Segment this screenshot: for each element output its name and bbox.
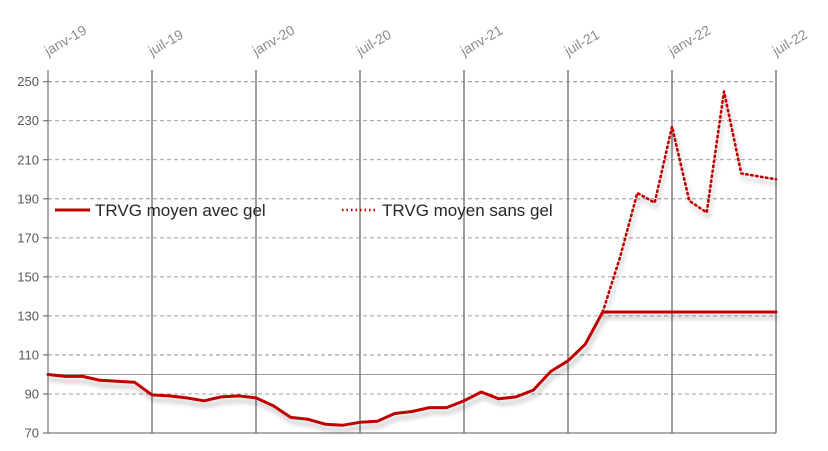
y-tick-label: 210 bbox=[17, 152, 39, 167]
x-tick-label: janv-19 bbox=[41, 22, 90, 59]
x-tick-label: juil-21 bbox=[561, 26, 602, 59]
series-line bbox=[601, 90, 778, 314]
y-tick-label: 70 bbox=[25, 426, 39, 441]
x-tick-label: janv-22 bbox=[665, 22, 714, 59]
y-tick-label: 130 bbox=[17, 308, 39, 323]
y-tick-label: 150 bbox=[17, 269, 39, 284]
y-tick-label: 90 bbox=[25, 386, 39, 401]
y-tick-label: 230 bbox=[17, 113, 39, 128]
x-tick-label: juil-20 bbox=[353, 26, 394, 59]
series-lines bbox=[46, 90, 778, 427]
x-tick-label: juil-19 bbox=[145, 26, 186, 59]
y-tick-label: 190 bbox=[17, 191, 39, 206]
grid bbox=[48, 70, 777, 433]
x-tick-label: juil-22 bbox=[769, 26, 810, 59]
y-tick-label: 250 bbox=[17, 74, 39, 89]
x-tick-label: janv-20 bbox=[249, 22, 298, 59]
x-tick-label: janv-21 bbox=[457, 22, 506, 59]
y-tick-label: 170 bbox=[17, 230, 39, 245]
series-line bbox=[46, 310, 778, 427]
legend-label: TRVG moyen avec gel bbox=[95, 201, 266, 220]
legend-label: TRVG moyen sans gel bbox=[382, 201, 553, 220]
y-tick-label: 110 bbox=[18, 347, 39, 362]
legend: TRVG moyen avec gel TRVG moyen sans gel bbox=[55, 201, 553, 220]
